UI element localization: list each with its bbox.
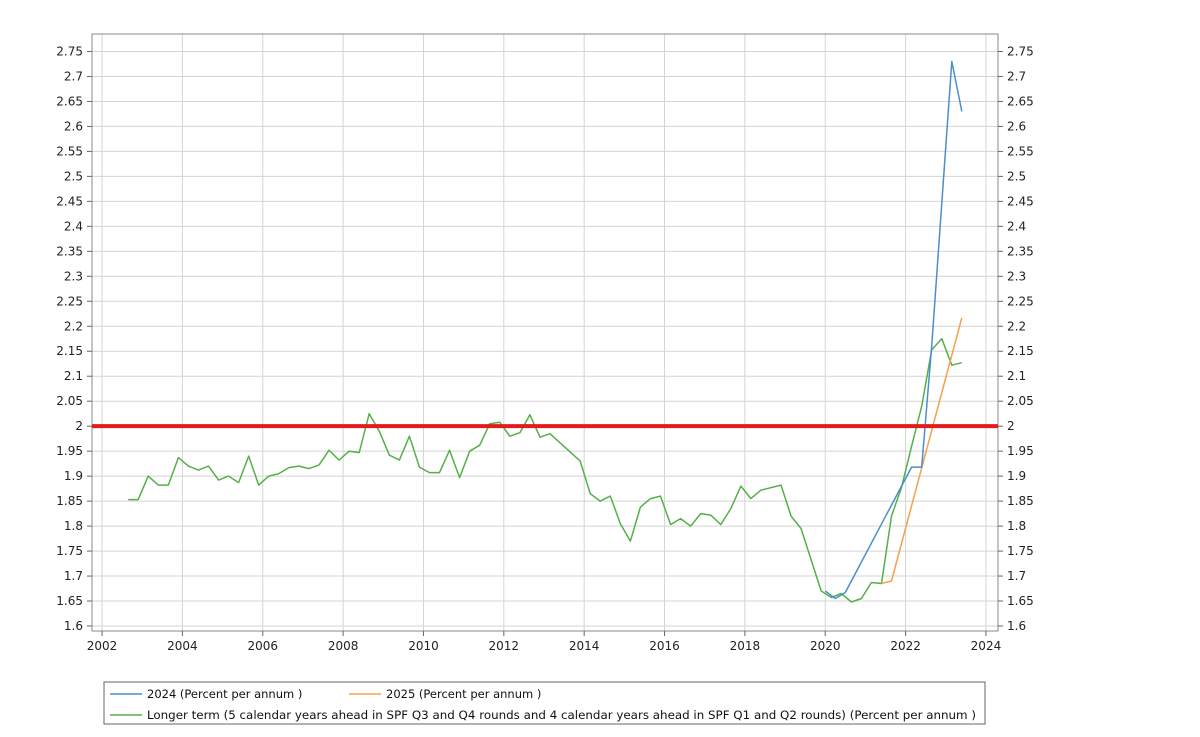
y-tick-label-right: 2.55 xyxy=(1007,144,1034,158)
x-tick-label: 2012 xyxy=(489,639,520,653)
y-tick-label-right: 2.25 xyxy=(1007,294,1034,308)
y-tick-label-left: 1.7 xyxy=(64,569,83,583)
y-tick-label-right: 2.7 xyxy=(1007,69,1026,83)
y-tick-label-right: 2.5 xyxy=(1007,169,1026,183)
x-tick-label: 2014 xyxy=(569,639,600,653)
y-tick-label-left: 2.2 xyxy=(64,319,83,333)
y-tick-label-right: 2.3 xyxy=(1007,269,1026,283)
y-tick-label-left: 2.25 xyxy=(56,294,83,308)
series-line-2024 xyxy=(824,60,963,600)
legend-box xyxy=(103,681,986,725)
x-tick-label: 2004 xyxy=(167,639,198,653)
y-tick-label-right: 2.05 xyxy=(1007,394,1034,408)
x-tick-label: 2010 xyxy=(408,639,439,653)
y-tick-label-right: 1.95 xyxy=(1007,444,1034,458)
x-tick-label: 2024 xyxy=(971,639,1002,653)
y-tick-label-left: 2.15 xyxy=(56,344,83,358)
y-tick-label-right: 2.35 xyxy=(1007,244,1034,258)
series-line-longer-term xyxy=(128,337,962,603)
y-tick-label-right: 2.6 xyxy=(1007,119,1026,133)
y-tick-label-right: 2.75 xyxy=(1007,44,1034,58)
x-tick-label: 2022 xyxy=(890,639,921,653)
y-tick-label-left: 2.5 xyxy=(64,169,83,183)
y-tick-label-left: 2.75 xyxy=(56,44,83,58)
y-tick-label-left: 2.35 xyxy=(56,244,83,258)
y-axis-left: 1.6 1.65 1.7 1.75 1.8 1.85 1.9 1.95 2 2.05 2.1 2.15… xyxy=(56,44,92,633)
y-tick-label-right: 2.1 xyxy=(1007,369,1026,383)
y-tick-label-left: 1.9 xyxy=(64,469,83,483)
y-tick-label-right: 1.8 xyxy=(1007,519,1026,533)
x-axis: 2002 2004 2006 2008 2010 2012 2014 2016 2018 2020… xyxy=(87,631,1001,653)
y-tick-label-left: 2 xyxy=(75,419,83,433)
y-tick-label-left: 2.45 xyxy=(56,194,83,208)
x-tick-label: 2002 xyxy=(87,639,118,653)
y-tick-label-right: 2.4 xyxy=(1007,219,1026,233)
x-tick-label: 2018 xyxy=(730,639,761,653)
y-tick-label-left: 2.4 xyxy=(64,219,83,233)
y-tick-label-left: 1.95 xyxy=(56,444,83,458)
y-tick-label-left: 1.8 xyxy=(64,519,83,533)
y-tick-label-left: 1.75 xyxy=(56,544,83,558)
grid xyxy=(92,34,998,631)
y-tick-label-left: 2.3 xyxy=(64,269,83,283)
y-tick-label-right: 1.9 xyxy=(1007,469,1026,483)
legend-label-2025: 2025 (Percent per annum ) xyxy=(386,687,541,701)
y-tick-label-right: 1.7 xyxy=(1007,569,1026,583)
legend-label-2024: 2024 (Percent per annum ) xyxy=(147,687,302,701)
y-tick-label-left: 2.6 xyxy=(64,119,83,133)
plot-area xyxy=(91,33,999,632)
x-tick-label: 2016 xyxy=(649,639,680,653)
x-tick-label: 2020 xyxy=(810,639,841,653)
y-tick-label-left: 1.6 xyxy=(64,619,83,633)
y-tick-label-right: 2.45 xyxy=(1007,194,1034,208)
y-tick-label-right: 2.2 xyxy=(1007,319,1026,333)
y-tick-label-left: 2.05 xyxy=(56,394,83,408)
series-line-2025 xyxy=(881,317,963,585)
legend: 2024 (Percent per annum ) 2025 (Percent … xyxy=(103,681,986,725)
y-tick-label-right: 2.65 xyxy=(1007,94,1034,108)
y-tick-label-left: 2.55 xyxy=(56,144,83,158)
x-tick-label: 2008 xyxy=(328,639,359,653)
y-tick-label-left: 2.1 xyxy=(64,369,83,383)
y-tick-label-left: 1.85 xyxy=(56,494,83,508)
y-tick-label-right: 1.75 xyxy=(1007,544,1034,558)
y-axis-right: 1.6 1.65 1.7 1.75 1.8 1.85 1.9 1.95 2 2.05 2.1 2.15… xyxy=(998,44,1034,633)
legend-label-longer-term: Longer term (5 calendar years ahead in S… xyxy=(147,708,976,722)
y-tick-label-right: 1.85 xyxy=(1007,494,1034,508)
y-tick-label-left: 2.65 xyxy=(56,94,83,108)
y-tick-label-left: 2.7 xyxy=(64,69,83,83)
y-tick-label-right: 2 xyxy=(1007,419,1015,433)
y-tick-label-right: 1.65 xyxy=(1007,594,1034,608)
y-tick-label-left: 1.65 xyxy=(56,594,83,608)
series-lines xyxy=(128,60,963,603)
x-tick-label: 2006 xyxy=(247,639,278,653)
y-tick-label-right: 2.15 xyxy=(1007,344,1034,358)
y-tick-label-right: 1.6 xyxy=(1007,619,1026,633)
